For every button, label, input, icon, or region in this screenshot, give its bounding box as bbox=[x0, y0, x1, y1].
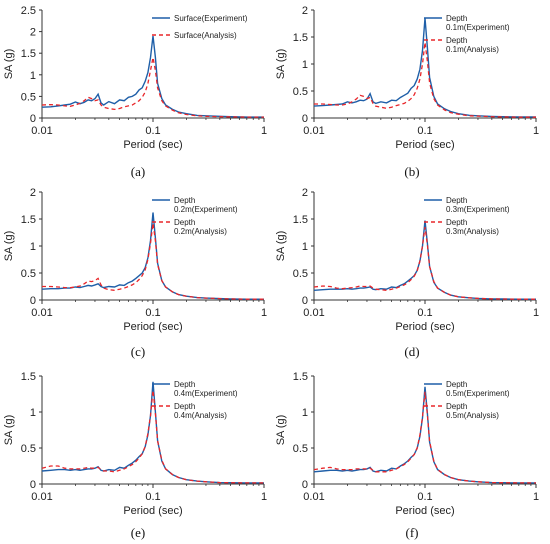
y-tick-label: 0 bbox=[302, 479, 308, 491]
analysis-series-line bbox=[313, 227, 536, 300]
experiment-series-line bbox=[313, 220, 536, 300]
x-tick-label: 0.1 bbox=[417, 307, 432, 319]
x-tick-label: 0.1 bbox=[145, 491, 160, 503]
y-tick-label: 1 bbox=[302, 59, 308, 71]
y-tick-label: 1.5 bbox=[293, 32, 308, 44]
panel-caption: (d) bbox=[404, 344, 419, 359]
chart-panel: 0 0.5 1 1.5 2 2.5 0.01 0.1 1 Period (sec) SA (g) Su… bbox=[3, 5, 267, 179]
y-tick-label: 2 bbox=[302, 5, 308, 17]
y-tick-label: 2 bbox=[30, 27, 36, 39]
x-tick-label: 1 bbox=[261, 307, 267, 319]
y-tick-label: 2.5 bbox=[21, 5, 36, 17]
y-axis-label: SA (g) bbox=[275, 49, 287, 80]
y-tick-label: 1 bbox=[30, 407, 36, 419]
x-tick-label: 0.01 bbox=[303, 125, 324, 137]
y-axis-label: SA (g) bbox=[275, 231, 287, 262]
chart-panel: 0 0.5 1 1.5 2 0.01 0.1 1 Period (sec) SA (g) Depth… bbox=[275, 187, 539, 359]
x-tick-label: 0.01 bbox=[31, 491, 52, 503]
chart-panel: 0 0.5 1 1.5 2 0.01 0.1 1 Period (sec) SA (g) Depth… bbox=[275, 5, 539, 179]
chart-panel: 0 0.5 1 1.5 2 0.01 0.1 1 Period (sec) SA (g) Depth… bbox=[3, 187, 267, 359]
x-tick-label: 0.1 bbox=[417, 491, 432, 503]
y-tick-label: 1.5 bbox=[293, 214, 308, 226]
x-tick-label: 1 bbox=[261, 125, 267, 137]
chart-panel: 0 0.5 1 1.5 0.01 0.1 1 Period (sec) SA (g) Depth 0… bbox=[275, 371, 539, 540]
legend-entry: Depth 0.3m(Analysis) bbox=[446, 218, 499, 236]
y-axis-label: SA (g) bbox=[275, 415, 287, 446]
x-tick-label: 1 bbox=[533, 125, 539, 137]
x-axis-label: Period (sec) bbox=[395, 505, 454, 517]
y-tick-label: 1 bbox=[30, 241, 36, 253]
y-tick-label: 0.5 bbox=[21, 91, 36, 103]
x-axis-label: Period (sec) bbox=[395, 139, 454, 151]
y-tick-label: 0.5 bbox=[293, 86, 308, 98]
analysis-series-line bbox=[314, 42, 536, 118]
x-tick-label: 0.01 bbox=[31, 125, 52, 137]
y-tick-label: 1.5 bbox=[21, 371, 36, 383]
panel-caption: (b) bbox=[404, 164, 419, 179]
legend-entry: Depth 0.4m(Analysis) bbox=[174, 402, 227, 420]
legend-entry: Depth 0.2m(Experiment) bbox=[174, 196, 238, 214]
y-tick-label: 1 bbox=[302, 407, 308, 419]
panel-caption: (c) bbox=[131, 344, 145, 359]
x-axis-label: Period (sec) bbox=[123, 321, 182, 333]
legend-entry: Depth 0.4m(Experiment) bbox=[174, 380, 238, 398]
y-tick-label: 0.5 bbox=[21, 268, 36, 280]
panel-caption: (a) bbox=[131, 164, 145, 179]
legend-entry: Depth 0.1m(Analysis) bbox=[446, 36, 499, 54]
chart-panel: 0 0.5 1 1.5 0.01 0.1 1 Period (sec) SA (g) Depth 0… bbox=[3, 371, 267, 540]
x-tick-label: 1 bbox=[533, 491, 539, 503]
x-tick-label: 1 bbox=[533, 307, 539, 319]
y-axis-label: SA (g) bbox=[3, 415, 15, 446]
y-tick-label: 1 bbox=[30, 70, 36, 82]
experiment-series-line bbox=[41, 381, 264, 484]
experiment-series-line bbox=[313, 18, 536, 118]
y-tick-label: 1.5 bbox=[293, 371, 308, 383]
legend-entry: Depth 0.5m(Analysis) bbox=[446, 402, 499, 420]
y-tick-label: 0 bbox=[30, 295, 36, 307]
x-axis-label: Period (sec) bbox=[395, 321, 454, 333]
legend-entry: Depth 0.2m(Analysis) bbox=[174, 218, 227, 236]
y-tick-label: 0.5 bbox=[293, 268, 308, 280]
x-axis-label: Period (sec) bbox=[123, 505, 182, 517]
legend-entry: Surface(Experiment) bbox=[174, 14, 248, 23]
y-tick-label: 1.5 bbox=[21, 214, 36, 226]
legend-entry: Depth 0.1m(Experiment) bbox=[446, 14, 510, 32]
x-tick-label: 0.1 bbox=[145, 307, 160, 319]
panel-caption: (e) bbox=[131, 525, 145, 540]
y-axis-label: SA (g) bbox=[3, 49, 15, 80]
x-tick-label: 0.01 bbox=[303, 491, 324, 503]
x-tick-label: 0.1 bbox=[417, 125, 432, 137]
x-tick-label: 0.1 bbox=[145, 125, 160, 137]
y-tick-label: 0 bbox=[30, 479, 36, 491]
y-tick-label: 1 bbox=[302, 241, 308, 253]
y-tick-label: 2 bbox=[302, 187, 308, 199]
y-tick-label: 0.5 bbox=[21, 443, 36, 455]
panel-caption: (f) bbox=[406, 525, 419, 540]
x-tick-label: 0.01 bbox=[31, 307, 52, 319]
y-tick-label: 2 bbox=[30, 187, 36, 199]
x-tick-label: 0.01 bbox=[303, 307, 324, 319]
legend-entry: Depth 0.5m(Experiment) bbox=[446, 380, 510, 398]
analysis-series-line bbox=[41, 57, 264, 118]
y-tick-label: 0 bbox=[302, 113, 308, 125]
analysis-series-line bbox=[42, 223, 264, 300]
legend-entry: Surface(Analysis) bbox=[174, 31, 237, 40]
x-axis-label: Period (sec) bbox=[123, 139, 182, 151]
y-axis-label: SA (g) bbox=[3, 231, 15, 262]
y-tick-label: 0.5 bbox=[293, 443, 308, 455]
experiment-series-line bbox=[41, 212, 264, 300]
y-tick-label: 0 bbox=[30, 113, 36, 125]
x-tick-label: 1 bbox=[261, 491, 267, 503]
y-tick-label: 1.5 bbox=[21, 48, 36, 60]
y-tick-label: 0 bbox=[302, 295, 308, 307]
experiment-series-line bbox=[41, 35, 264, 118]
experiment-series-line bbox=[313, 386, 536, 484]
legend-entry: Depth 0.3m(Experiment) bbox=[446, 196, 510, 214]
